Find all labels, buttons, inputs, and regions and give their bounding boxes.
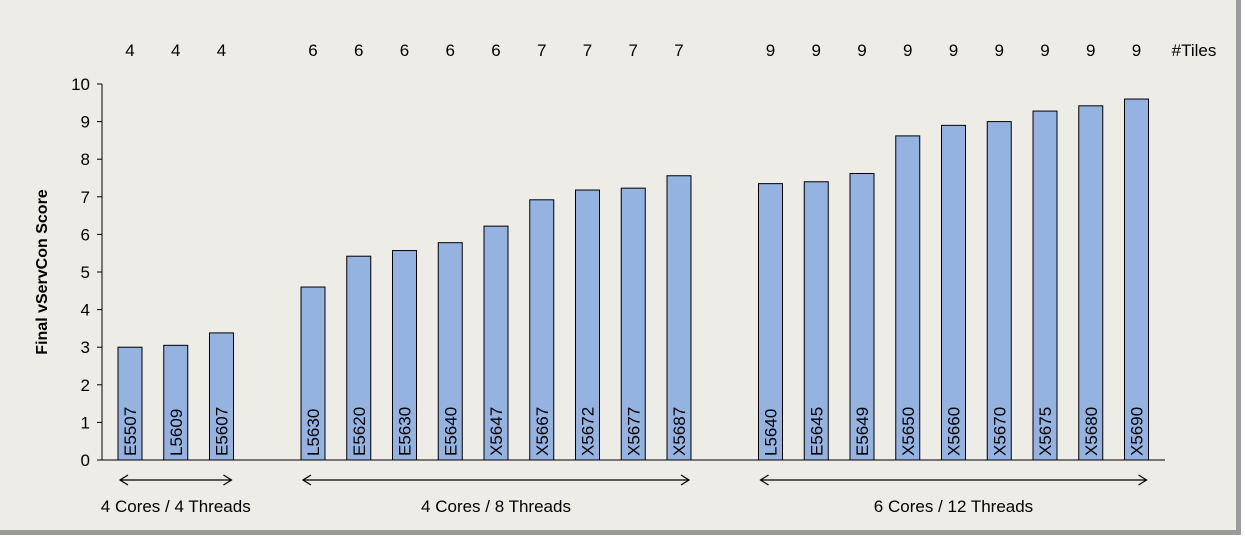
y-tick-label: 0 bbox=[81, 451, 90, 470]
bar-category-label: X5660 bbox=[945, 407, 964, 456]
bar bbox=[1124, 98, 1149, 461]
bar-category-label: X5667 bbox=[533, 407, 552, 456]
bar-category-label: X5675 bbox=[1036, 407, 1055, 456]
bar-category-label: X5680 bbox=[1082, 407, 1101, 456]
bar bbox=[666, 175, 692, 461]
bar-category-label: E5607 bbox=[213, 407, 232, 456]
group-arrow-right-head bbox=[223, 474, 233, 486]
bar bbox=[437, 242, 463, 461]
bar-category-label: E5630 bbox=[396, 407, 415, 456]
bar bbox=[392, 250, 417, 461]
bar-category-label: X5677 bbox=[624, 407, 643, 456]
tiles-count: 9 bbox=[857, 41, 866, 60]
tiles-count: 9 bbox=[1086, 41, 1095, 60]
bar-category-label: E5645 bbox=[807, 407, 826, 456]
tiles-count: 7 bbox=[674, 41, 683, 60]
bar-category-label: E5507 bbox=[121, 407, 140, 456]
bar bbox=[758, 183, 783, 461]
bar bbox=[941, 124, 966, 461]
y-tick-label: 7 bbox=[81, 188, 90, 207]
bar-category-label: L5609 bbox=[167, 409, 186, 456]
tiles-count: 9 bbox=[949, 41, 958, 60]
bar-category-label: X5650 bbox=[899, 407, 918, 456]
bar bbox=[986, 121, 1012, 461]
tiles-count: 7 bbox=[583, 41, 592, 60]
group-label: 4 Cores / 8 Threads bbox=[421, 497, 571, 516]
tiles-count: 6 bbox=[491, 41, 500, 60]
tiles-count: 9 bbox=[995, 41, 1004, 60]
bar bbox=[163, 344, 189, 461]
bar-category-label: E5620 bbox=[350, 407, 369, 456]
tiles-count: 9 bbox=[812, 41, 821, 60]
bar bbox=[117, 346, 143, 461]
tiles-count: 9 bbox=[766, 41, 775, 60]
bar bbox=[483, 225, 509, 461]
tiles-count: 9 bbox=[1040, 41, 1049, 60]
y-tick-label: 1 bbox=[81, 413, 90, 432]
bar bbox=[300, 286, 326, 461]
bar-category-label: X5672 bbox=[579, 407, 598, 456]
y-tick-label: 9 bbox=[81, 113, 90, 132]
group-arrow-right-head bbox=[680, 474, 691, 486]
bar bbox=[803, 181, 829, 461]
y-tick-label: 4 bbox=[81, 301, 90, 320]
tiles-count: 9 bbox=[1132, 41, 1141, 60]
bar-category-label: X5670 bbox=[990, 407, 1009, 456]
y-tick-label: 10 bbox=[71, 75, 90, 94]
bar-category-label: L5640 bbox=[762, 409, 781, 456]
tiles-count: 6 bbox=[354, 41, 363, 60]
bar bbox=[575, 189, 600, 461]
bar bbox=[620, 187, 646, 461]
tiles-count: 4 bbox=[171, 41, 180, 60]
bar-category-label: X5647 bbox=[487, 407, 506, 456]
bar-category-label: X5690 bbox=[1128, 407, 1147, 456]
group-arrow-left-head bbox=[301, 474, 312, 486]
tiles-count: 4 bbox=[125, 41, 134, 60]
group-arrow-left-head bbox=[759, 474, 769, 486]
bar bbox=[529, 199, 555, 461]
group-arrow-right-head bbox=[1138, 474, 1148, 486]
y-axis-title: Final vServCon Score bbox=[34, 189, 51, 354]
bar-category-label: X5687 bbox=[670, 407, 689, 456]
y-tick-label: 8 bbox=[81, 150, 90, 169]
group-label: 4 Cores / 4 Threads bbox=[101, 497, 251, 516]
tiles-count: 6 bbox=[400, 41, 409, 60]
tiles-count: 9 bbox=[903, 41, 912, 60]
tiles-count: 6 bbox=[308, 41, 317, 60]
bar bbox=[849, 172, 875, 461]
bar bbox=[895, 135, 921, 461]
tiles-count: 6 bbox=[446, 41, 455, 60]
tiles-header: #Tiles bbox=[1172, 41, 1217, 60]
bar bbox=[1032, 110, 1058, 461]
tiles-count: 7 bbox=[537, 41, 546, 60]
bar-category-label: L5630 bbox=[304, 409, 323, 456]
y-tick-label: 3 bbox=[81, 338, 90, 357]
y-tick-label: 2 bbox=[81, 376, 90, 395]
y-tick-label: 5 bbox=[81, 263, 90, 282]
bar-category-label: E5649 bbox=[853, 407, 872, 456]
bar bbox=[346, 255, 372, 461]
bar bbox=[209, 332, 234, 461]
group-label: 6 Cores / 12 Threads bbox=[874, 497, 1033, 516]
bar bbox=[1078, 105, 1104, 461]
bar-category-label: E5640 bbox=[441, 407, 460, 456]
group-arrow-left-head bbox=[118, 474, 129, 486]
y-tick-label: 6 bbox=[81, 225, 90, 244]
tiles-count: 7 bbox=[629, 41, 638, 60]
tiles-count: 4 bbox=[217, 41, 226, 60]
